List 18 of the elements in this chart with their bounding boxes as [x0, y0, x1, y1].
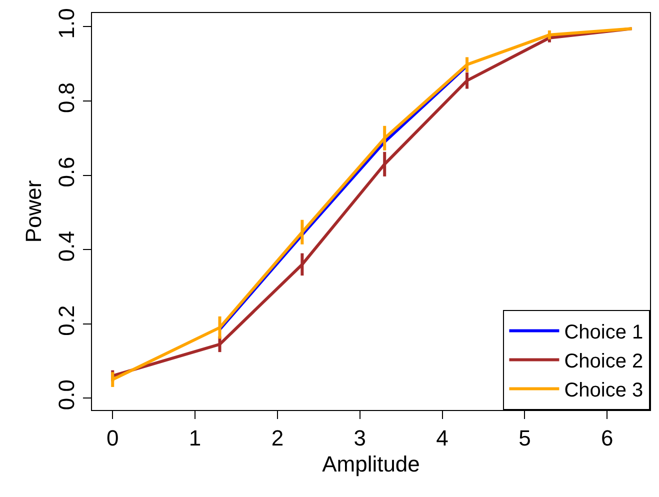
- x-tick-label: 2: [271, 426, 284, 450]
- y-tick-label: 0.4: [54, 230, 80, 262]
- legend-label: Choice 3: [564, 380, 644, 402]
- x-tick-label: 1: [188, 426, 202, 450]
- y-tick-label: 0.2: [54, 305, 80, 336]
- y-tick-label: 0.8: [54, 82, 80, 114]
- x-tick-label: 4: [436, 426, 448, 450]
- x-axis-title: Amplitude: [322, 451, 420, 476]
- y-tick-label: 0.6: [54, 156, 80, 188]
- x-tick-label: 5: [518, 426, 531, 450]
- x-tick-label: 6: [601, 426, 614, 450]
- x-tick-label: 3: [354, 426, 366, 450]
- y-tick-label: 0.0: [54, 380, 80, 410]
- y-axis-title: Power: [20, 180, 46, 243]
- y-tick-label: 1.0: [54, 8, 80, 39]
- x-tick-label: 0: [106, 426, 119, 450]
- legend-label: Choice 2: [564, 350, 644, 372]
- legend-label: Choice 1: [564, 322, 644, 344]
